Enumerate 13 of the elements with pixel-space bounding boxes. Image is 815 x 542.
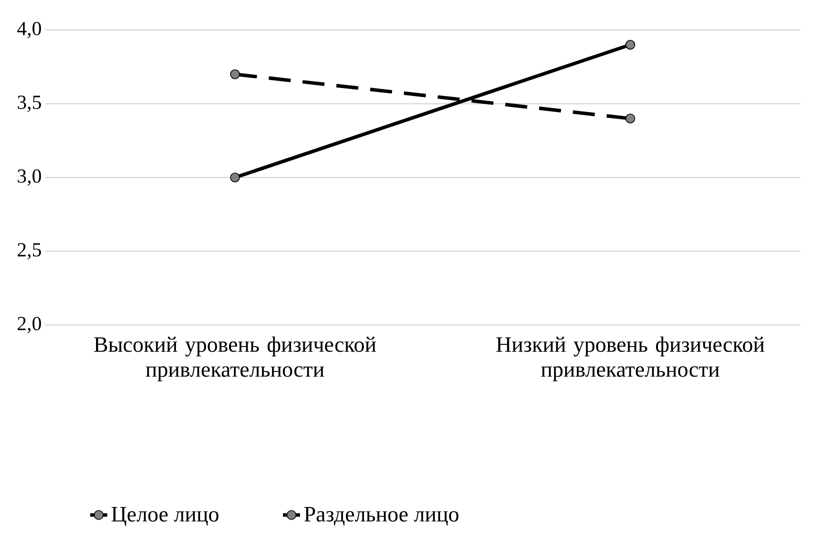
y-tick-label: 2,0	[18, 316, 41, 334]
y-tick-label: 2,5	[18, 243, 41, 260]
x-tick-label: Низкий уровень физической привлекательности	[496, 336, 764, 382]
x-tick-label: Высокий уровень физической привлекательности	[94, 336, 376, 382]
legend-label: Целое лицо	[112, 507, 218, 526]
legend-label: Раздельное лицо	[304, 507, 458, 526]
point	[625, 40, 636, 50]
point	[625, 114, 636, 124]
point	[230, 172, 240, 182]
y-tick-label: 3,5	[18, 96, 41, 112]
point	[230, 69, 240, 80]
y-tick-label: 4,0	[17, 22, 41, 38]
y-tick-label: 3,0	[18, 169, 41, 186]
